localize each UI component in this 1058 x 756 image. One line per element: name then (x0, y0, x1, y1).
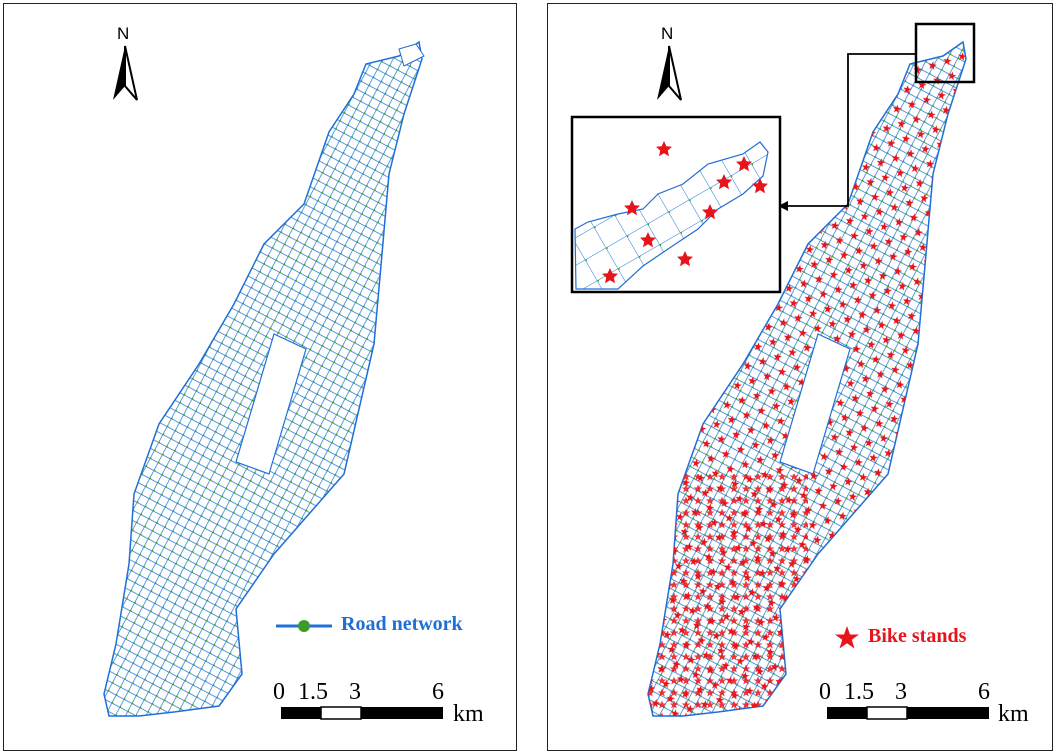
legend-label-bike-stands: Bike stands (868, 625, 967, 647)
scale-tick-1.5: 1.5 (298, 679, 328, 705)
legend-label-road-network: Road network (341, 613, 463, 635)
road-network-legend-icon (276, 620, 332, 632)
central-park (235, 333, 307, 475)
scale-tick-6: 6 (978, 679, 990, 705)
scale-bar (281, 706, 443, 720)
north-label-right: N (661, 24, 674, 43)
inset-bike-stands (602, 141, 768, 284)
callout-leader-line (780, 53, 916, 207)
scale-unit: km (453, 701, 484, 727)
map-panel-road-network: N Road network 0 1.5 3 6 km (3, 3, 517, 751)
scale-tick-0: 0 (819, 679, 831, 705)
callout-arrowhead (778, 201, 788, 211)
north-arrow-icon (657, 45, 682, 101)
scale-unit: km (998, 701, 1029, 727)
scale-tick-6: 6 (432, 679, 444, 705)
scale-tick-3: 3 (895, 679, 907, 705)
road-network-map (103, 40, 425, 717)
inset-zoom-map (570, 115, 782, 294)
manhattan-island-with-stands (647, 40, 967, 717)
zoom-highlight-box (914, 22, 976, 84)
scale-tick-3: 3 (349, 679, 361, 705)
north-label: N (117, 24, 130, 43)
scale-bar (827, 706, 989, 720)
scale-tick-0: 0 (273, 679, 285, 705)
north-arrow-icon (113, 45, 138, 101)
central-park (779, 333, 851, 475)
map-panel-bike-stands: N Bike stands 0 1.5 3 6 km (547, 3, 1053, 751)
bike-stands-map (570, 22, 976, 717)
bike-stand-legend-icon (835, 626, 859, 649)
scale-tick-1.5: 1.5 (844, 679, 874, 705)
